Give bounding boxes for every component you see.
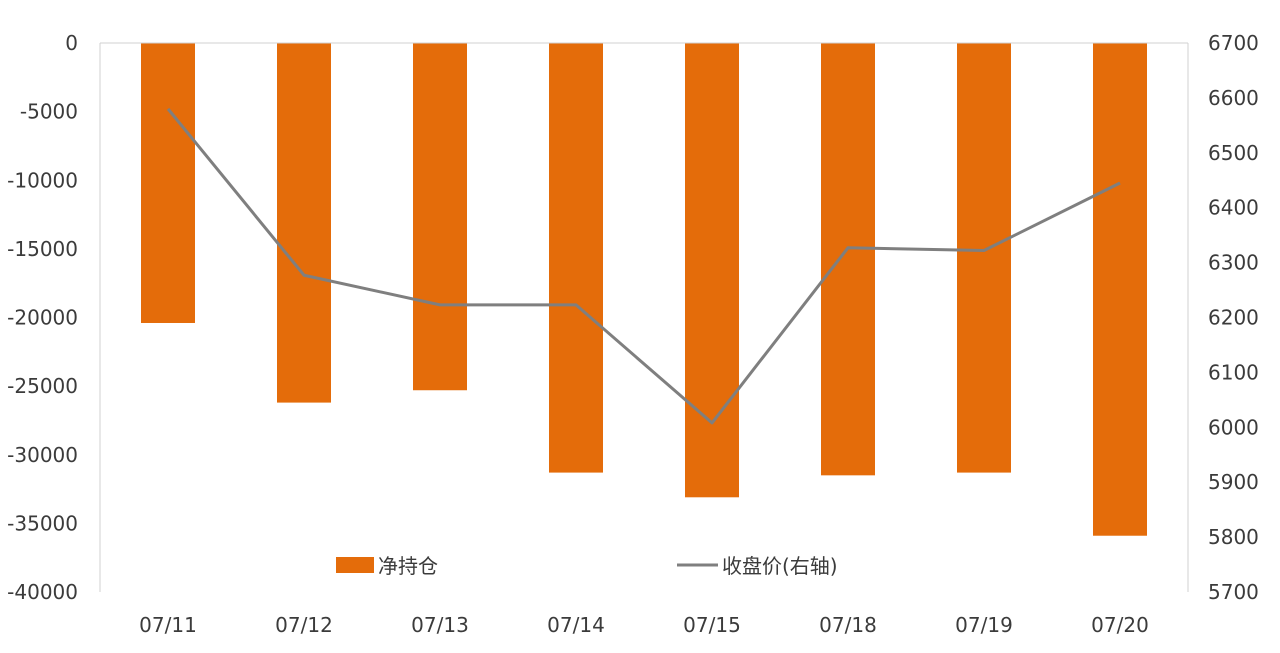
left-axis-ticks: 0 -5000 -10000 -15000 -20000 -25000 -30000 -350… (7, 31, 78, 604)
left-tick-label: -30000 (7, 443, 78, 467)
bar-07/20 (1093, 43, 1147, 536)
left-tick-label: -10000 (7, 168, 78, 192)
x-tick-label: 07/14 (547, 613, 605, 637)
x-tick-label: 07/11 (139, 613, 197, 637)
left-tick-label: -35000 (7, 511, 78, 535)
left-tick-label: -40000 (7, 580, 78, 604)
right-tick-label: 6300 (1208, 251, 1259, 275)
bar-07/11 (141, 43, 195, 323)
right-tick-label: 6100 (1208, 360, 1259, 384)
right-tick-label: 6500 (1208, 141, 1259, 165)
right-tick-label: 6200 (1208, 306, 1259, 330)
right-tick-label: 6700 (1208, 31, 1259, 55)
legend-line-label: 收盘价(右轴) (722, 554, 838, 578)
bar-07/15 (685, 43, 739, 498)
left-tick-label: 0 (65, 31, 78, 55)
x-axis-ticks: 07/11 07/12 07/13 07/14 07/15 07/18 07/19 07/20 (139, 613, 1149, 637)
bar-07/14 (549, 43, 603, 473)
right-tick-label: 5800 (1208, 525, 1259, 549)
right-tick-label: 5700 (1208, 580, 1259, 604)
right-tick-label: 6400 (1208, 196, 1259, 220)
legend-bar-label: 净持仓 (378, 554, 438, 578)
x-tick-label: 07/12 (275, 613, 333, 637)
x-tick-label: 07/20 (1091, 613, 1149, 637)
x-tick-label: 07/19 (955, 613, 1013, 637)
right-axis-ticks: 6700 6600 6500 6400 6300 6200 6100 6000 5900 5800… (1208, 31, 1259, 604)
x-tick-label: 07/13 (411, 613, 469, 637)
legend-bar-swatch (336, 557, 374, 573)
close-price-line (166, 107, 1121, 425)
right-tick-label: 6600 (1208, 86, 1259, 110)
bar-07/19 (957, 43, 1011, 473)
left-tick-label: -5000 (20, 100, 78, 124)
right-tick-label: 6000 (1208, 415, 1259, 439)
axes (99, 42, 1189, 592)
left-tick-label: -20000 (7, 306, 78, 330)
x-tick-label: 07/15 (683, 613, 741, 637)
left-tick-label: -25000 (7, 374, 78, 398)
right-tick-label: 5900 (1208, 470, 1259, 494)
bar-07/12 (277, 43, 331, 403)
line-series (166, 107, 1121, 425)
x-tick-label: 07/18 (819, 613, 877, 637)
bar-07/13 (413, 43, 467, 391)
left-tick-label: -15000 (7, 237, 78, 261)
legend: 净持仓 收盘价(右轴) (336, 554, 838, 578)
bar-07/18 (821, 43, 875, 476)
bar-series (141, 43, 1147, 536)
